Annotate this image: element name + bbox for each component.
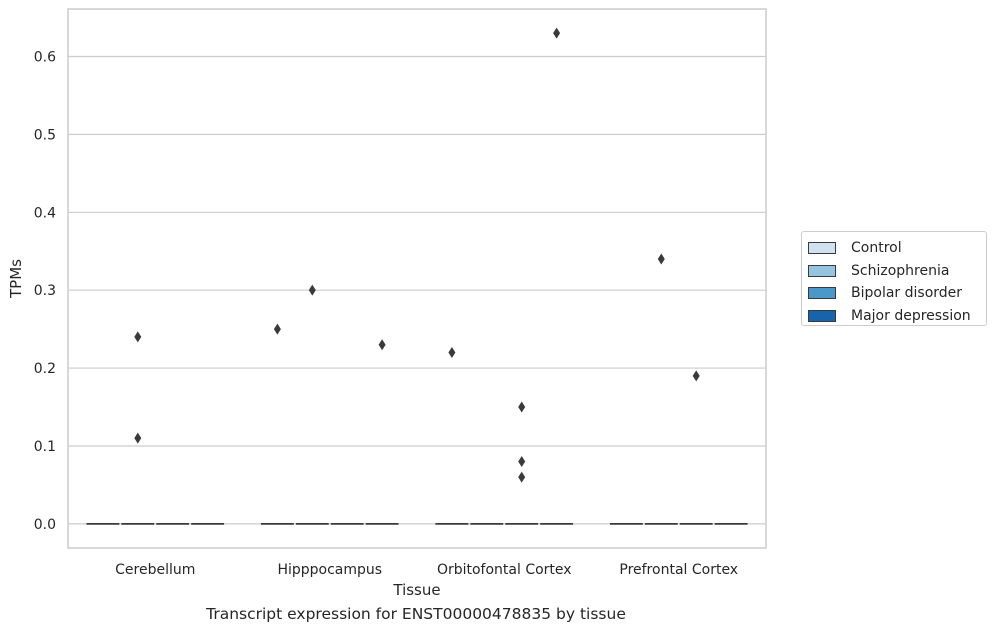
- y-tick-label: 0.1: [34, 439, 56, 455]
- y-tick-label: 0.5: [34, 127, 56, 143]
- plot-frame: [67, 8, 767, 549]
- legend-item-schizophrenia: Schizophrenia: [808, 260, 980, 283]
- y-tick-label: 0.4: [34, 205, 56, 221]
- legend-item-bipolar-disorder: Bipolar disorder: [808, 282, 980, 305]
- x-tick-label: Cerebellum: [115, 562, 195, 578]
- legend-swatch-major-depression: [808, 309, 836, 322]
- outlier-point: [518, 401, 526, 413]
- x-axis-label: Tissue: [392, 581, 440, 599]
- legend-label-major-depression: Major depression: [851, 307, 971, 324]
- legend-swatch-bipolar-disorder: [808, 287, 836, 300]
- outlier-point: [308, 284, 316, 296]
- x-tick-label: Hipppocampus: [277, 562, 382, 578]
- outlier-point: [518, 456, 526, 468]
- y-tick-label: 0.6: [34, 50, 56, 66]
- outlier-point: [518, 471, 526, 483]
- y-tick-label: 0.2: [34, 361, 56, 377]
- outlier-point: [553, 27, 561, 39]
- legend-label-schizophrenia: Schizophrenia: [851, 262, 950, 279]
- outlier-point: [134, 331, 142, 343]
- y-tick-label: 0.0: [34, 517, 56, 533]
- y-tick-label: 0.3: [34, 283, 56, 299]
- legend-swatch-control: [808, 242, 836, 255]
- legend-label-bipolar-disorder: Bipolar disorder: [851, 285, 963, 302]
- x-tick-label: Prefrontal Cortex: [619, 562, 738, 578]
- legend-label-control: Control: [851, 240, 902, 257]
- outlier-point: [273, 323, 281, 335]
- legend-item-control: Control: [808, 237, 980, 260]
- outlier-point: [692, 370, 700, 382]
- outlier-point: [134, 432, 142, 444]
- legend-item-major-depression: Major depression: [808, 305, 980, 328]
- legend-swatch-schizophrenia: [808, 264, 836, 277]
- outlier-point: [448, 346, 456, 358]
- outlier-point: [378, 339, 386, 351]
- legend: Control Schizophrenia Bipolar disorder M…: [801, 231, 987, 326]
- x-tick-label: Orbitofontal Cortex: [437, 562, 572, 578]
- chart-title: Transcript expression for ENST0000047883…: [206, 605, 626, 623]
- outlier-point: [657, 253, 665, 265]
- y-axis-label: TPMs: [7, 259, 25, 299]
